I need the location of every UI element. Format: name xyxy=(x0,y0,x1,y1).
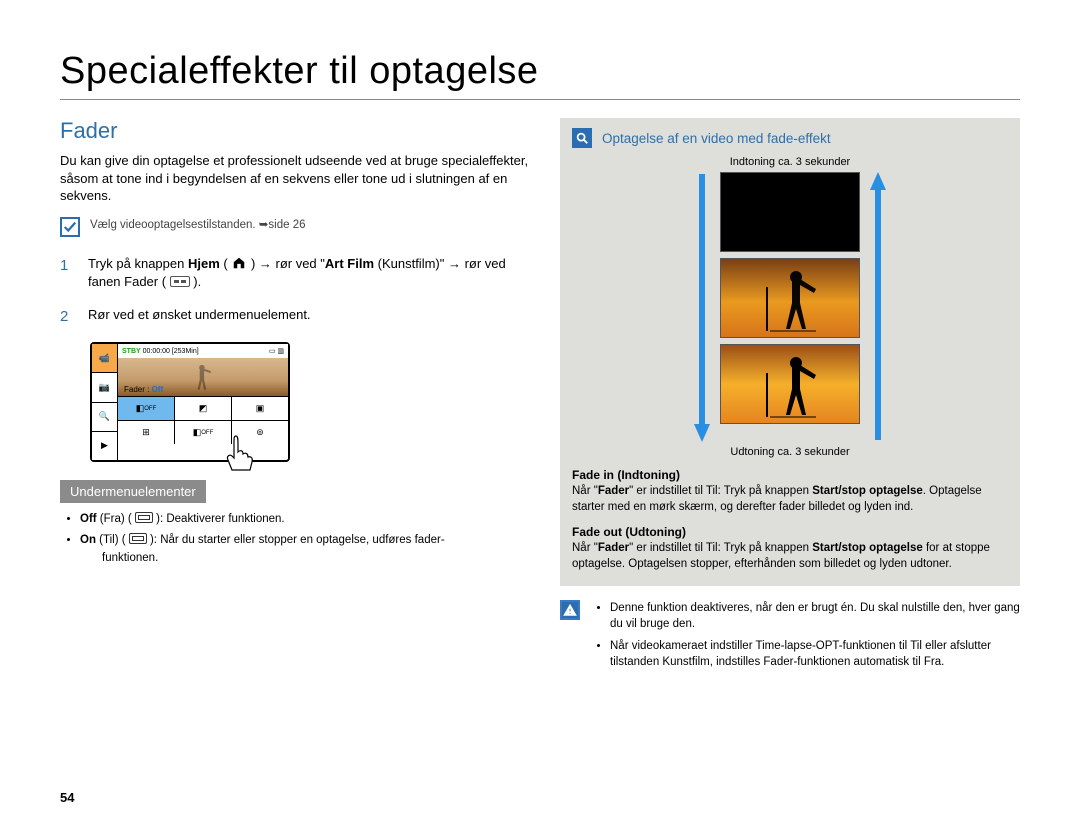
lcd-remain: [253Min] xyxy=(172,348,199,355)
frame-mid xyxy=(720,258,860,338)
lcd-side-zoom-icon: 🔍 xyxy=(92,403,117,432)
step-1-text: Tryk på knappen Hjem ( ) → rør ved "Art … xyxy=(88,255,530,293)
lcd-time: 00:00:00 xyxy=(143,348,170,355)
lcd-tab-2: ◩ xyxy=(175,397,232,420)
lcd-stby: STBY xyxy=(122,348,141,355)
left-column: Fader Du kan give din optagelse et profe… xyxy=(60,118,530,676)
lcd-side-video-icon: 📹 xyxy=(92,344,117,373)
frame-black xyxy=(720,172,860,252)
step-2-text: Rør ved et ønsket undermenuelement. xyxy=(88,306,311,328)
fadeout-heading: Fade out (Udtoning) xyxy=(572,525,1008,539)
arrow-down-icon xyxy=(694,172,710,442)
touch-hand-icon xyxy=(220,432,260,472)
step-1: 1 Tryk på knappen Hjem ( ) → rør ved "Ar… xyxy=(60,255,530,293)
lcd-side-play-icon: ▶ xyxy=(92,432,117,460)
page-number: 54 xyxy=(60,790,74,805)
arrow-up-icon xyxy=(870,172,886,442)
panel-title: Optagelse af en video med fade-effekt xyxy=(602,131,831,146)
note-2: Når videokameraet indstiller Time-lapse-… xyxy=(610,638,1020,670)
silhouette-icon xyxy=(192,363,214,391)
frame-bright xyxy=(720,344,860,424)
submenu-item-on: On (Til) ( ): Når du starter eller stopp… xyxy=(80,532,530,567)
lcd-bottom-1: ⊞ xyxy=(118,421,175,444)
fadein-heading: Fade in (Indtoning) xyxy=(572,468,1008,482)
fader-heading: Fader xyxy=(60,118,530,144)
lcd-side-photo-icon: 📷 xyxy=(92,373,117,402)
fadeout-caption: Udtoning ca. 3 sekunder xyxy=(572,446,1008,458)
checkmark-icon xyxy=(60,217,80,237)
lcd-tab-3: ▣ xyxy=(232,397,288,420)
warning-notes: Denne funktion deaktiveres, når den er b… xyxy=(560,600,1020,676)
right-column: Optagelse af en video med fade-effekt In… xyxy=(560,118,1020,676)
prerequisite-note: Vælg videooptagelsestilstanden. ➥side 26 xyxy=(60,217,530,237)
home-icon xyxy=(231,256,247,270)
fader-tab-icon xyxy=(170,276,190,287)
info-panel: Optagelse af en video med fade-effekt In… xyxy=(560,118,1020,586)
intro-text: Du kan give din optagelse et professione… xyxy=(60,152,530,205)
step-2: 2 Rør ved et ønsket undermenuelement. xyxy=(60,306,530,328)
warning-icon xyxy=(560,600,580,620)
magnifier-icon xyxy=(572,128,592,148)
on-icon xyxy=(129,533,147,544)
fadein-text: Når "Fader" er indstillet til Til: Tryk … xyxy=(572,484,1008,515)
submenu-list: Off (Fra) ( ): Deaktiverer funktionen. O… xyxy=(60,511,530,567)
off-icon xyxy=(135,512,153,523)
fadeout-text: Når "Fader" er indstillet til Til: Tryk … xyxy=(572,541,1008,572)
fadein-caption: Indtoning ca. 3 sekunder xyxy=(572,156,1008,168)
submenu-item-off: Off (Fra) ( ): Deaktiverer funktionen. xyxy=(80,511,530,528)
lcd-screenshot: 📹 📷 🔍 ▶ STBY 00:00:00 [253Min] ▭ ▥ xyxy=(90,342,290,462)
page-title: Specialeffekter til optagelse xyxy=(60,50,1020,100)
prereq-text: Vælg videooptagelsestilstanden. ➥side 26 xyxy=(90,217,306,231)
note-1: Denne funktion deaktiveres, når den er b… xyxy=(610,600,1020,632)
lcd-battery-icon: ▭ ▥ xyxy=(269,347,284,355)
submenu-header: Undermenuelementer xyxy=(60,480,206,503)
step-number: 1 xyxy=(60,255,74,293)
lcd-tab-1: ◧OFF xyxy=(118,397,175,420)
step-number: 2 xyxy=(60,306,74,328)
